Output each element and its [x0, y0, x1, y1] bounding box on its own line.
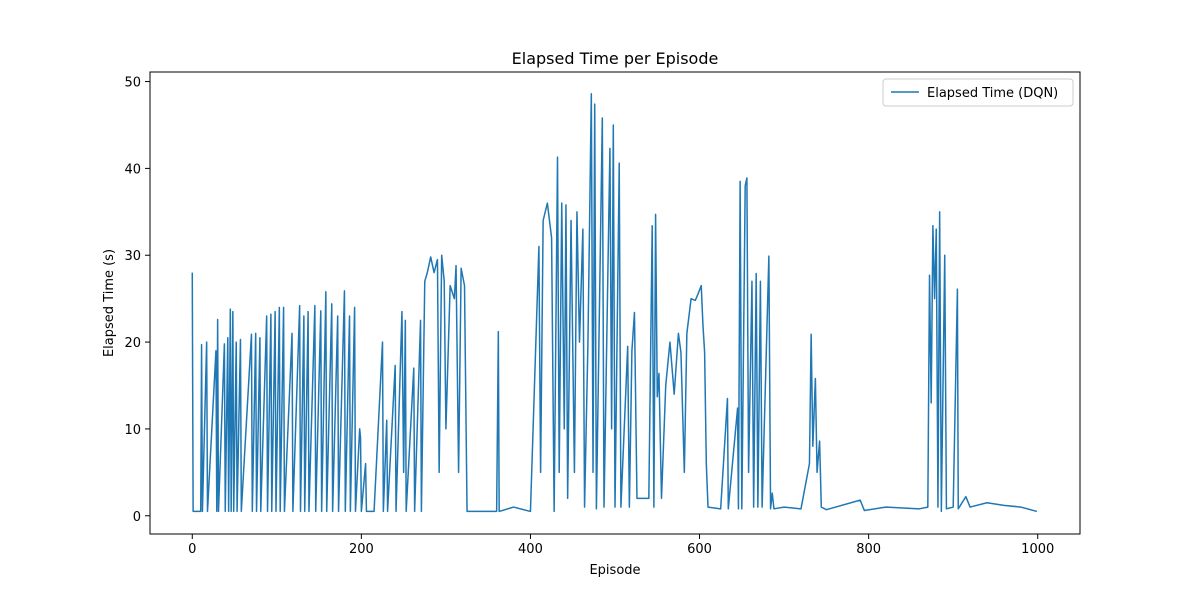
data-line	[191, 92, 1038, 513]
x-tick-label: 200	[349, 542, 374, 557]
x-tick-label: 0	[188, 542, 196, 557]
x-tick-label: 1000	[1021, 542, 1054, 557]
plot-frame	[149, 71, 1081, 535]
x-tick-label: 400	[518, 542, 543, 557]
y-tick-label: 50	[124, 76, 141, 91]
y-tick-label: 30	[124, 249, 141, 264]
y-tick-label: 40	[124, 162, 141, 177]
x-tick-label: 800	[856, 542, 881, 557]
y-tick-label: 20	[124, 336, 141, 351]
y-axis-label: Elapsed Time (s)	[102, 249, 117, 357]
legend-box	[882, 78, 1074, 107]
y-tick-label: 0	[133, 510, 141, 525]
chart-title: Elapsed Time per Episode	[512, 49, 719, 68]
x-axis-label: Episode	[589, 563, 640, 578]
y-tick-label: 10	[124, 423, 141, 438]
x-tick-label: 600	[687, 542, 712, 557]
legend-label: Elapsed Time (DQN)	[927, 86, 1058, 101]
